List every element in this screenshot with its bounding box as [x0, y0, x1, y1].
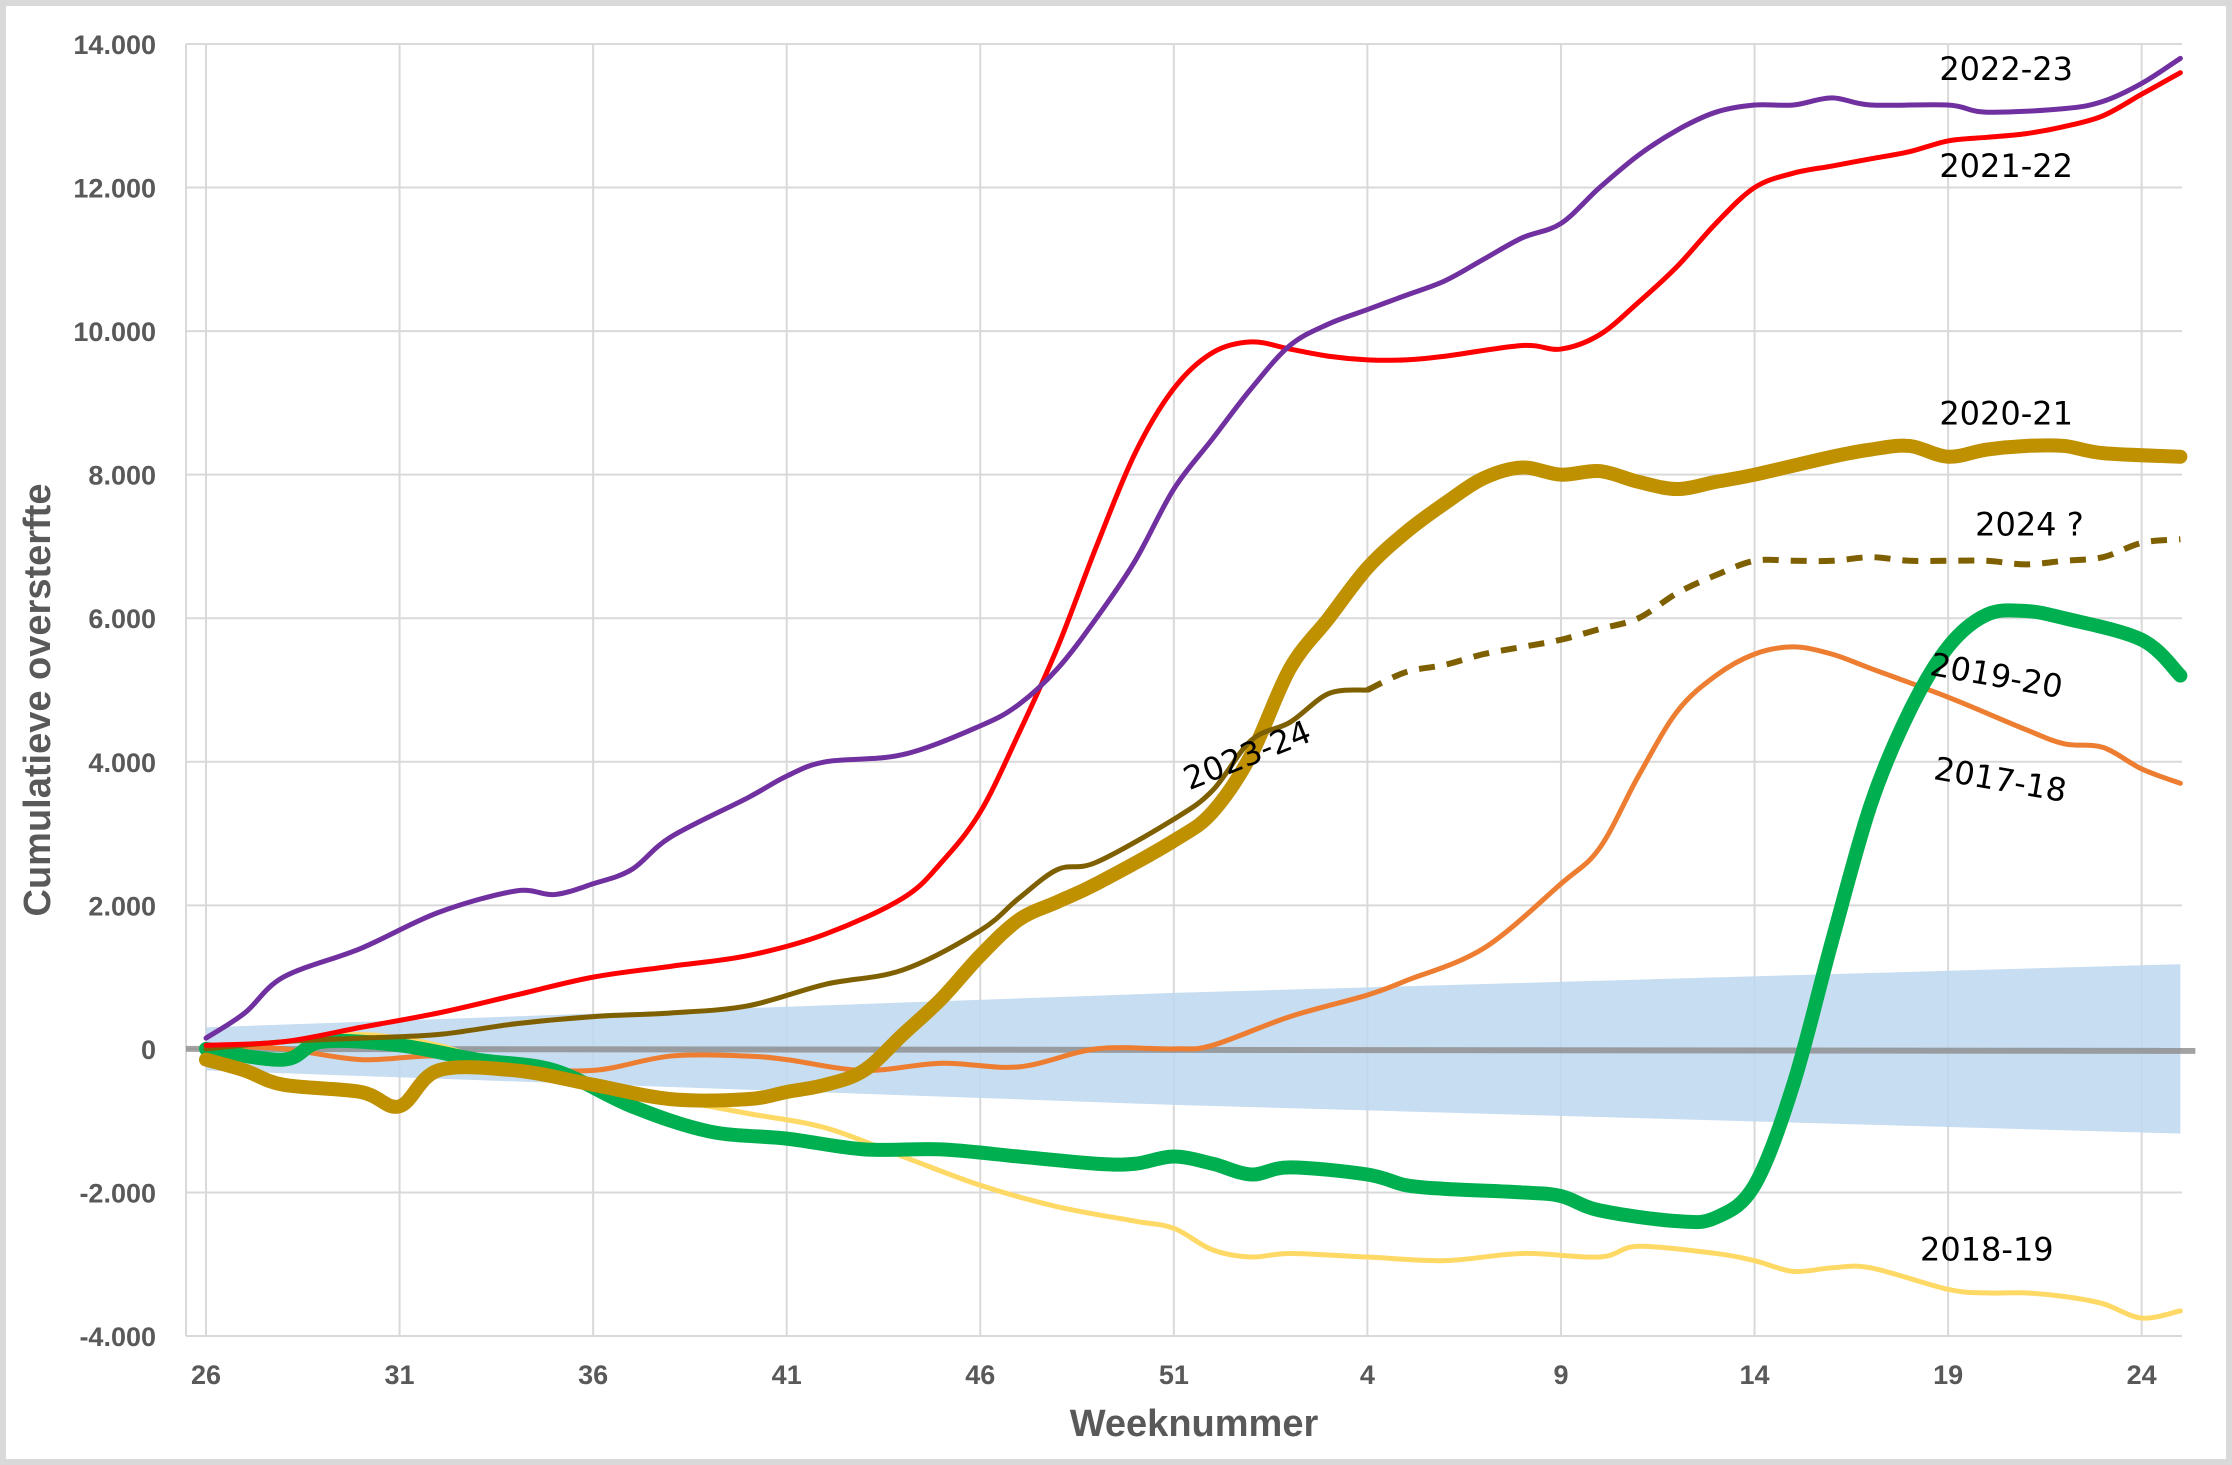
y-tick-label: 4.000	[88, 748, 156, 778]
x-axis-title: Weeknummer	[1070, 1403, 1319, 1445]
x-tick-label: 51	[1159, 1360, 1189, 1390]
series-label-2022-23: 2022-23	[1939, 50, 2073, 88]
x-tick-label: 36	[578, 1360, 608, 1390]
series-line-2023-24	[203, 687, 1370, 1052]
series-label-2023-24: 2023-24	[1178, 713, 1316, 798]
y-tick-label: 2.000	[88, 891, 156, 921]
series-label-2017-18: 2017-18	[1931, 749, 2069, 810]
y-tick-label: -2.000	[79, 1178, 156, 1208]
series-label-2021-22: 2021-22	[1939, 147, 2073, 185]
x-tick-label: 24	[2127, 1360, 2157, 1390]
x-tick-label: 4	[1360, 1360, 1375, 1390]
grid	[185, 43, 2182, 1337]
series-label-2018-19: 2018-19	[1920, 1231, 2054, 1269]
y-tick-label: 12.000	[73, 174, 156, 204]
x-tick-label: 31	[385, 1360, 415, 1390]
chart-frame: 2022-23 2021-22 2020-21 2024 ? 2019-20 2017-1…	[6, 6, 2226, 1459]
series-lines	[199, 55, 2188, 1321]
x-tick-label: 19	[1933, 1360, 1963, 1390]
series-line-2017-18	[203, 644, 2183, 1074]
y-tick-label: 14.000	[73, 30, 156, 60]
y-tick-label: 8.000	[88, 461, 156, 491]
x-tick-label: 46	[965, 1360, 995, 1390]
y-tick-label: 10.000	[73, 317, 156, 347]
series-line-2019-20	[199, 603, 2188, 1230]
series-line-2022-23	[203, 55, 2183, 1041]
y-tick-label: 0	[141, 1035, 156, 1065]
x-tick-label: 41	[772, 1360, 802, 1390]
tick-labels: -4.000 -2.000 0 2.000 4.000 6.000 8.000 10.000 1…	[73, 30, 2156, 1390]
x-tick-label: 26	[191, 1360, 221, 1390]
y-tick-label: 6.000	[88, 604, 156, 634]
series-line-2021-22	[203, 70, 2183, 1048]
series-label-2020-21: 2020-21	[1939, 394, 2073, 432]
x-tick-label: 9	[1553, 1360, 1568, 1390]
series-line-2024	[1366, 536, 2181, 693]
y-tick-label: -4.000	[79, 1322, 156, 1352]
series-label-2024: 2024 ?	[1975, 506, 2084, 544]
x-tick-label: 14	[1740, 1360, 1770, 1390]
y-axis-title: Cumulatieve oversterfte	[17, 484, 59, 917]
